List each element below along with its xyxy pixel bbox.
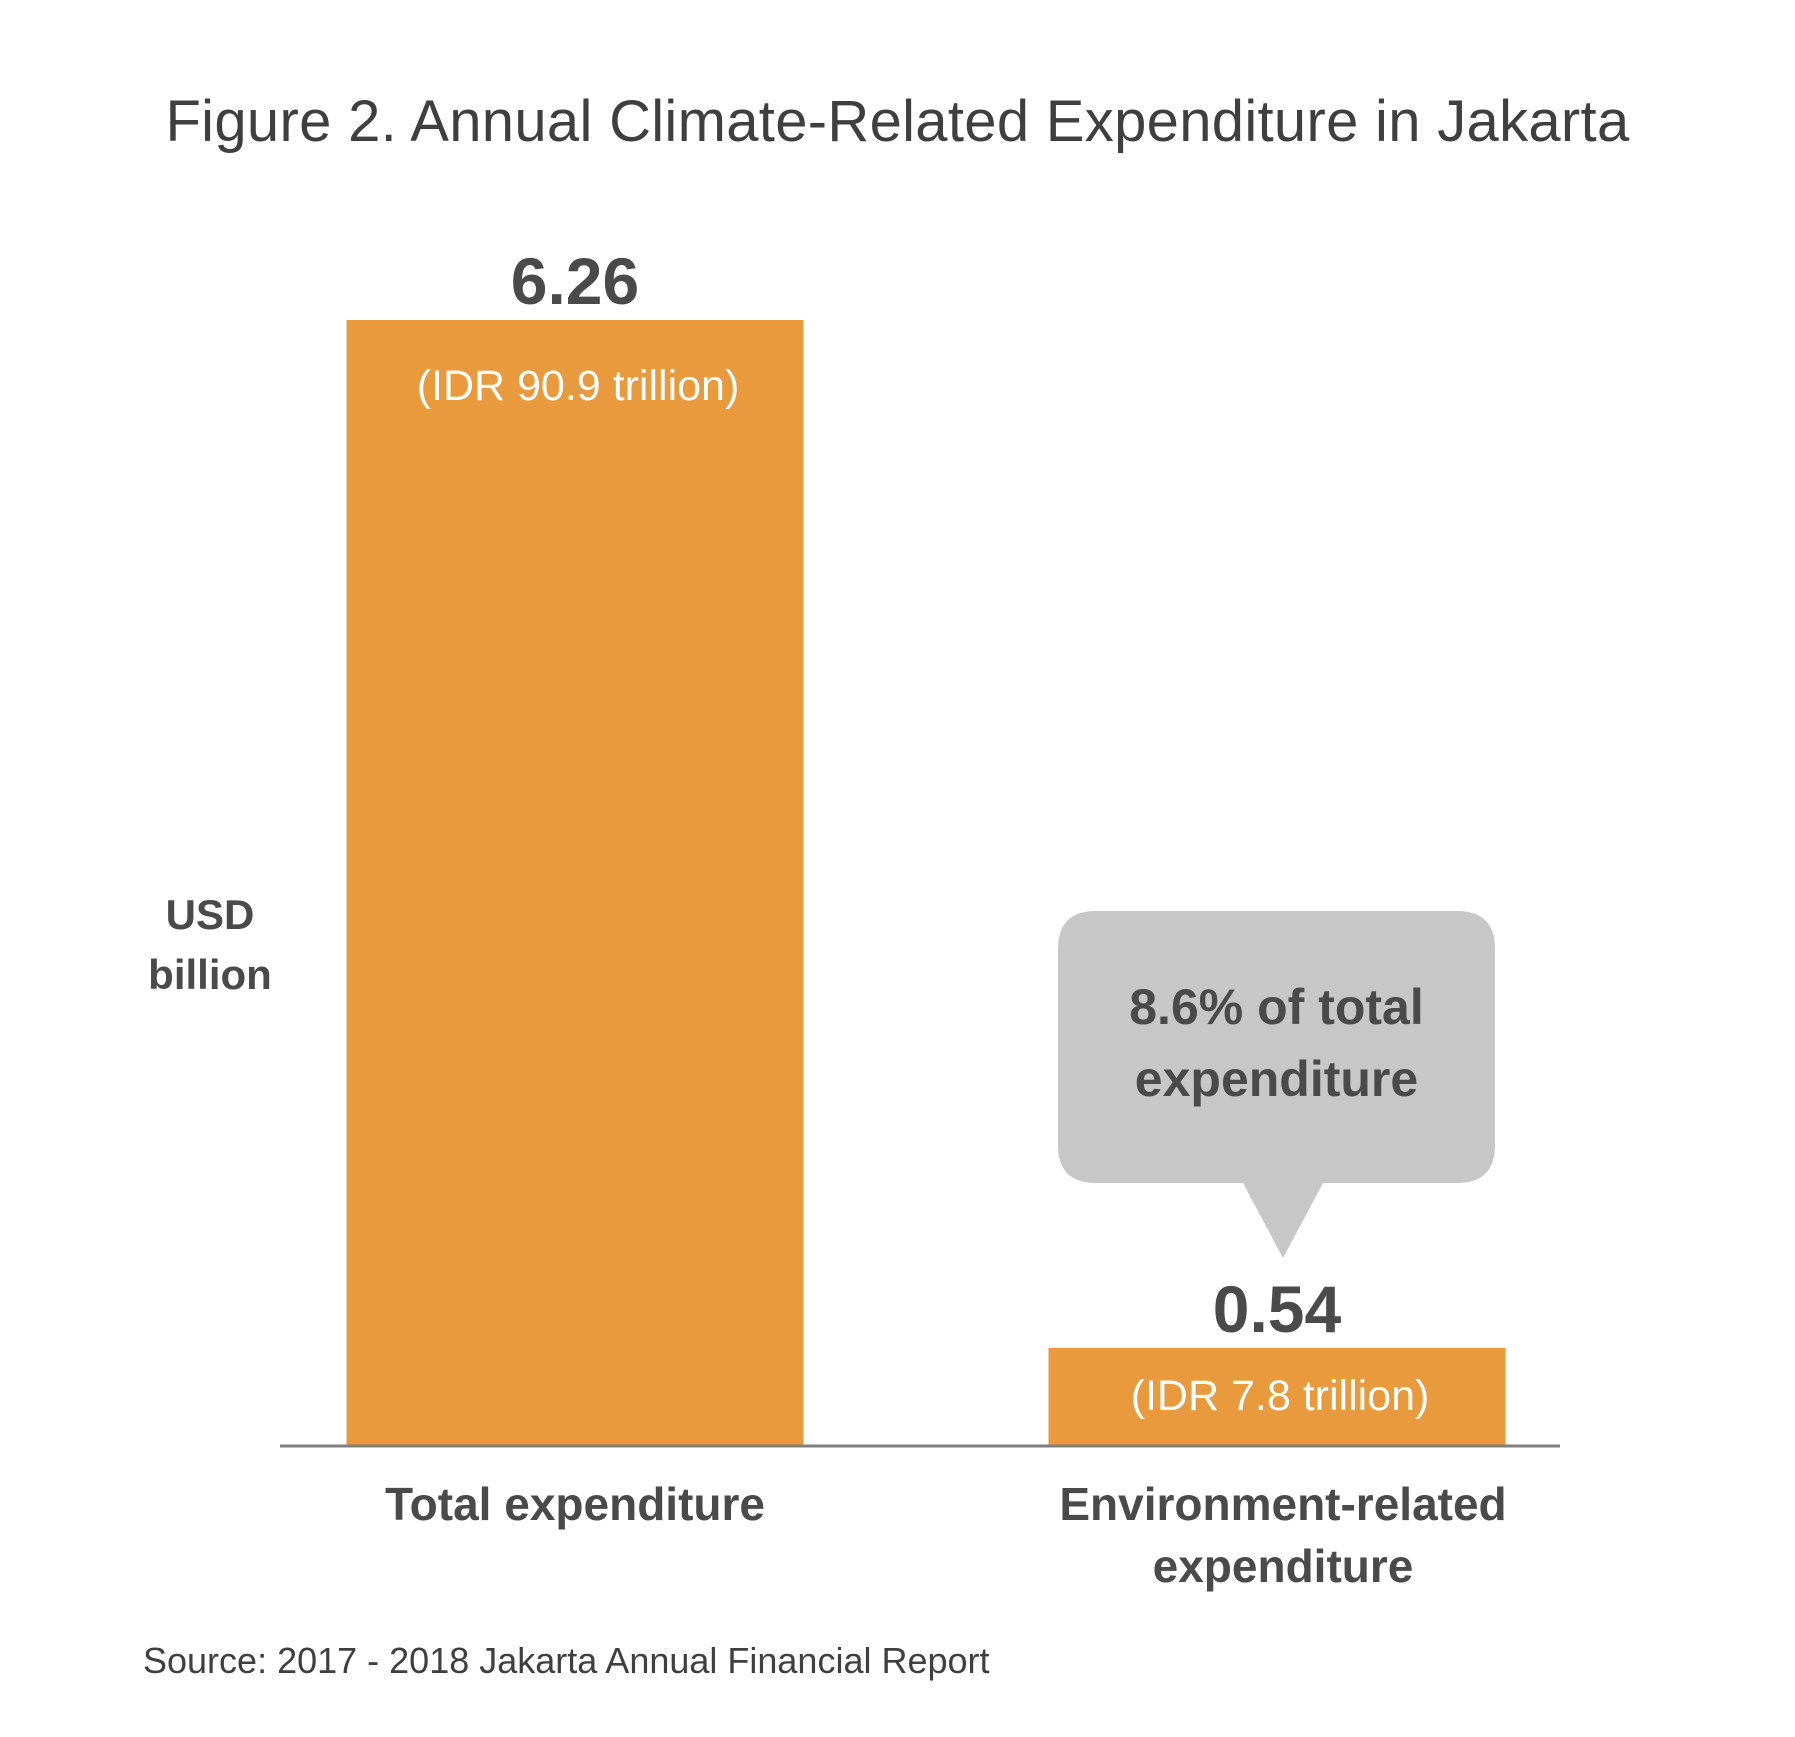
callout-text: 8.6% of total: [1129, 979, 1423, 1035]
y-axis-unit-line: billion: [148, 951, 272, 998]
chart-title: Figure 2. Annual Climate-Related Expendi…: [165, 89, 1630, 154]
x-category-label: Environment-related: [1059, 1478, 1506, 1530]
bar-idr-label: (IDR 7.8 trillion): [1131, 1372, 1430, 1420]
bar: [1048, 1347, 1506, 1445]
callout-bubble: [1058, 911, 1495, 1258]
bar: [346, 320, 804, 1445]
x-category-label: expenditure: [1153, 1540, 1414, 1592]
bar-value-label: 6.26: [511, 244, 639, 318]
y-axis-unit-label: USD billion: [120, 885, 300, 1005]
x-category-label: Total expenditure: [385, 1478, 765, 1530]
bar-idr-label: (IDR 90.9 trillion): [417, 362, 740, 410]
source-note: Source: 2017 - 2018 Jakarta Annual Finan…: [143, 1640, 990, 1681]
bar-value-label: 0.54: [1213, 1272, 1342, 1346]
callout-text: expenditure: [1135, 1051, 1418, 1107]
y-axis-unit-line: USD: [165, 891, 255, 938]
